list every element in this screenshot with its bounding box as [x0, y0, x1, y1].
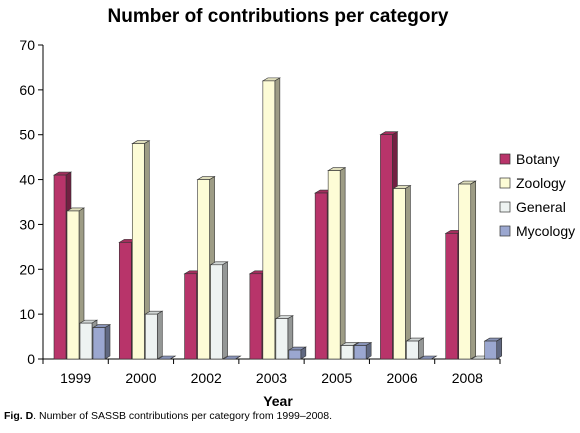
legend-entry-mycology: Mycology — [499, 223, 575, 239]
legend-label: General — [516, 199, 566, 215]
legend-swatch — [499, 177, 511, 189]
y-tick-label: 30 — [19, 216, 35, 232]
y-tick-label: 10 — [19, 306, 35, 322]
bar-general-2002 — [209, 261, 229, 360]
legend-entry-zoology: Zoology — [499, 175, 566, 191]
x-tick-label: 2008 — [452, 370, 483, 386]
chart: Number of contributions per category 0 10… — [19, 6, 575, 409]
axes: 0 10 20 30 40 50 60 70 1999 2000 2002 2003 2005 2006 2… — [19, 37, 501, 386]
legend: Botany Zoology General Mycology — [499, 151, 575, 239]
bar-zoology-2005 — [327, 167, 347, 360]
bar-general-2006 — [405, 337, 425, 360]
y-tick-label: 20 — [19, 261, 35, 277]
x-tick-label: 2006 — [386, 370, 417, 386]
figure-caption: Fig. D. Number of SASSB contributions pe… — [4, 410, 332, 422]
bar-mycology-2006 — [418, 355, 438, 360]
x-tick-label: 2005 — [321, 370, 352, 386]
bars — [52, 77, 503, 360]
x-tick-label: 2003 — [256, 370, 287, 386]
bar-zoology-2000 — [131, 140, 151, 360]
bar-zoology-2003 — [261, 77, 281, 360]
legend-entry-general: General — [499, 199, 566, 215]
bar-mycology-2002 — [222, 355, 242, 360]
legend-label: Mycology — [516, 223, 575, 239]
y-tick-label: 40 — [19, 172, 35, 188]
bar-mycology-1999 — [91, 324, 112, 360]
bar-mycology-2003 — [287, 346, 307, 360]
y-tick-label: 60 — [19, 82, 35, 98]
legend-swatch — [499, 153, 511, 165]
bar-mycology-2000 — [157, 355, 177, 360]
x-axis-label: Year — [263, 393, 293, 409]
legend-entry-botany: Botany — [499, 151, 560, 167]
caption-label: Fig. D — [4, 410, 34, 422]
caption-text: . Number of SASSB contributions per cate… — [33, 410, 333, 422]
bar-mycology-2005 — [353, 342, 373, 360]
y-tick-label: 50 — [19, 127, 35, 143]
x-tick-label: 2002 — [191, 370, 222, 386]
bar-zoology-2006 — [392, 185, 412, 360]
bar-zoology-2008 — [457, 180, 477, 360]
x-tick-label: 1999 — [60, 370, 91, 386]
legend-label: Zoology — [516, 175, 566, 191]
y-tick-label: 70 — [19, 37, 35, 53]
chart-title: Number of contributions per category — [108, 6, 449, 27]
legend-swatch — [499, 201, 511, 213]
y-tick-label: 0 — [27, 351, 35, 367]
legend-swatch — [499, 225, 511, 237]
x-tick-label: 2000 — [125, 370, 156, 386]
bar-mycology-2008 — [483, 337, 503, 360]
bar-general-2000 — [144, 310, 164, 360]
legend-label: Botany — [516, 151, 560, 167]
